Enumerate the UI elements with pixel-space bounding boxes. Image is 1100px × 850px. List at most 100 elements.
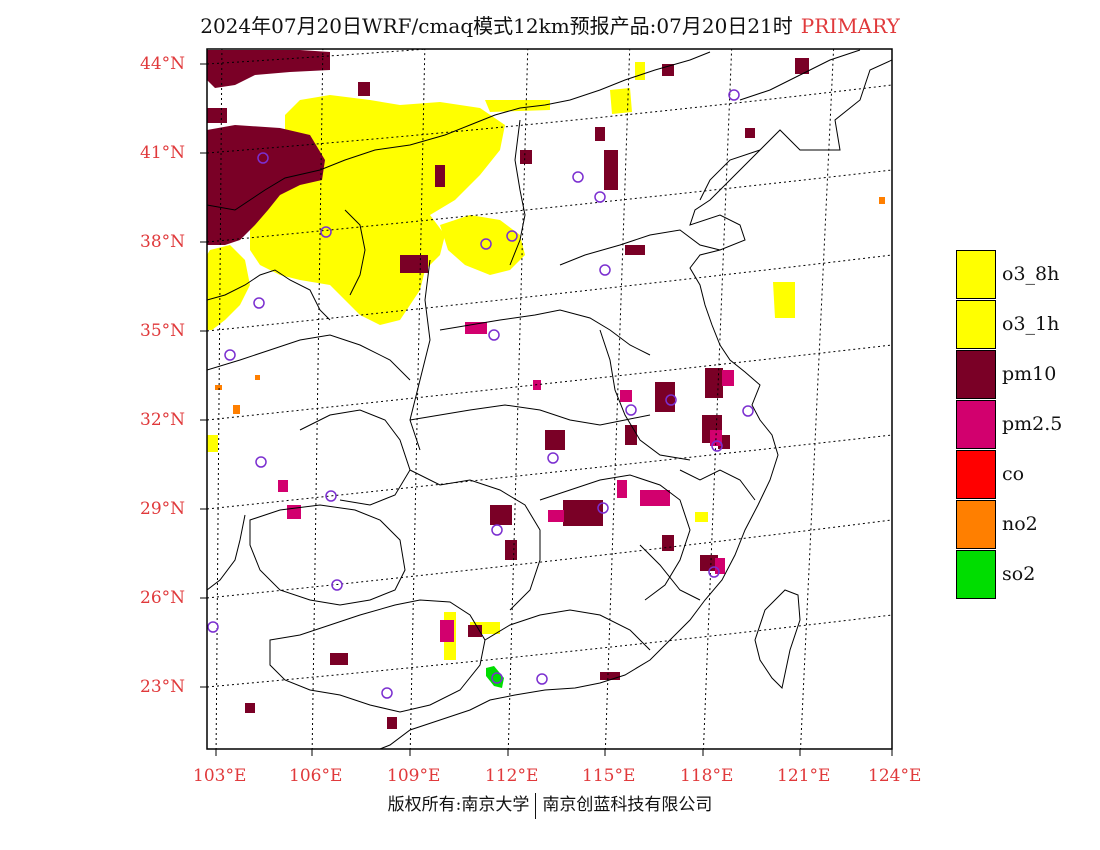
coastline: [379, 59, 892, 749]
pm10-cell: [662, 535, 674, 551]
pm10-cell: [520, 150, 532, 164]
station-circle: [728, 89, 740, 101]
fujian-border: [639, 544, 701, 601]
pm25-cell: [640, 490, 670, 506]
yunnan-border: [207, 514, 246, 591]
legend-swatch-pm25: [956, 400, 996, 449]
hunan-border: [409, 469, 541, 611]
station-circle: [594, 191, 606, 203]
pm10-cell: [330, 653, 348, 665]
o3-patch-b: [635, 62, 645, 80]
station-circle: [480, 238, 492, 250]
pm25-cell: [440, 620, 454, 642]
pm10-cell: [387, 717, 397, 729]
pm10-cell: [625, 245, 645, 255]
hubei-border: [409, 404, 651, 426]
legend-swatch-o3-8h: [956, 250, 996, 299]
pm10-cell: [490, 505, 512, 525]
legend-swatch-co: [956, 450, 996, 499]
legend-label: co: [1002, 463, 1025, 485]
jiangxi-border: [539, 474, 691, 601]
stations: [207, 89, 754, 699]
pm10-cell: [600, 672, 620, 680]
meridian-124E: [892, 40, 936, 760]
zhejiang-border: [679, 469, 756, 501]
pm25-cell: [617, 480, 627, 498]
shandong-border: [559, 229, 721, 266]
no2-cell: [233, 405, 240, 414]
pm25-cell: [620, 390, 632, 402]
legend-label: pm2.5: [1002, 413, 1063, 435]
pm10-cell: [625, 425, 637, 445]
station-circle: [255, 456, 267, 468]
gansu-border: [207, 269, 331, 321]
legend-swatch-pm10: [956, 350, 996, 399]
station-circle: [572, 171, 584, 183]
lon-label: 106°E: [289, 766, 343, 786]
parallel-35N: [207, 254, 892, 332]
station-circle: [547, 452, 559, 464]
lon-label: 124°E: [868, 766, 922, 786]
pm10-north-patch: [207, 50, 330, 88]
parallel-26N: [207, 519, 892, 599]
pm10-cell: [468, 625, 482, 637]
lon-label: 112°E: [485, 766, 539, 786]
copyright-right: 南京创蓝科技有限公司: [542, 795, 713, 815]
hebei-border: [509, 119, 526, 266]
station-circle: [491, 672, 503, 684]
ningxia-border: [344, 209, 366, 296]
legend-label: o3_1h: [1002, 313, 1060, 335]
station-circle: [207, 621, 219, 633]
lon-label: 103°E: [193, 766, 247, 786]
pm10-cell: [705, 368, 723, 398]
lon-label: 121°E: [777, 766, 831, 786]
station-circle: [506, 230, 518, 242]
station-circle: [488, 329, 500, 341]
parallel-29N: [207, 434, 892, 510]
pm10-cell: [358, 82, 370, 96]
o3-east-patch: [695, 512, 708, 522]
shaanxi-border: [409, 259, 431, 451]
pm10-cell: [545, 430, 565, 450]
legend-swatch-so2: [956, 550, 996, 599]
copyright: 版权所有:南京大学 南京创蓝科技有限公司: [0, 790, 1100, 819]
station-circle: [320, 226, 332, 238]
no2-regions: [215, 197, 885, 414]
o3-sea-patch: [773, 282, 795, 318]
pm10-west-region: [207, 125, 325, 245]
parallel-23N: [207, 614, 892, 688]
legend-label: pm10: [1002, 363, 1057, 385]
title-tag: PRIMARY: [800, 14, 900, 38]
lat-label: 41°N: [140, 143, 186, 163]
meridian-115E: [604, 49, 631, 749]
meridian-106E: [311, 49, 324, 749]
title-main: 2024年07月20日WRF/cmaq模式12km预报产品:07月20日21时: [200, 14, 793, 38]
inner-mongolia-border: [207, 51, 711, 211]
henan-border: [439, 309, 651, 356]
meridian-112E: [507, 49, 529, 749]
lat-label: 26°N: [140, 588, 186, 608]
o3-west-edge: [207, 435, 218, 452]
station-circle: [708, 566, 720, 578]
station-circle: [536, 673, 548, 685]
lon-label: 109°E: [387, 766, 441, 786]
liaoning-border: [699, 149, 761, 201]
map-frame: [206, 48, 893, 750]
jilin-border: [739, 49, 861, 101]
o3-west-region: [207, 245, 250, 330]
lat-label: 29°N: [140, 499, 186, 519]
station-circle: [331, 579, 343, 591]
legend-swatch-o3-1h: [956, 300, 996, 349]
guangxi-border: [269, 599, 486, 713]
o3-north-region: [250, 95, 505, 325]
meridian-103E: [215, 49, 223, 749]
pm10-cell: [795, 58, 809, 74]
pm25-regions: [278, 322, 734, 642]
o3-shanxi-region: [440, 215, 525, 275]
station-circle: [742, 405, 754, 417]
pm10-cell: [245, 703, 255, 713]
station-circle: [491, 524, 503, 536]
sichuan-border: [207, 334, 411, 381]
parallel-32N: [207, 344, 892, 421]
